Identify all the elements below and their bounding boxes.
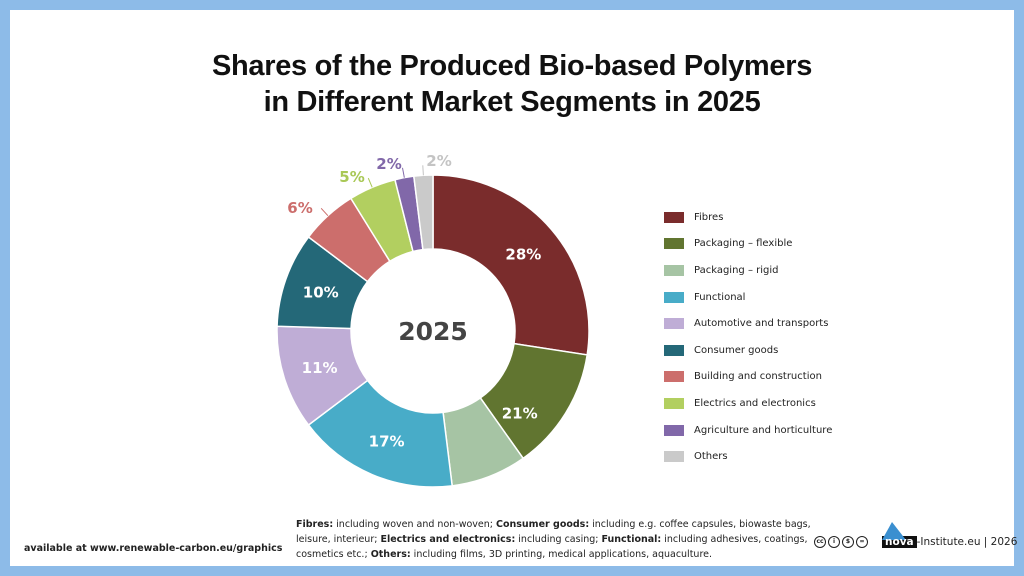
legend-swatch <box>664 451 684 463</box>
legend: Fibres Packaging – flexible Packaging – ri… <box>664 204 832 470</box>
legend-swatch <box>664 424 684 436</box>
legend-swatch <box>664 291 684 303</box>
legend-item: Automotive and transports <box>664 310 832 337</box>
legend-item: Agriculture and horticulture <box>664 417 832 444</box>
legend-item: Consumer goods <box>664 337 832 364</box>
legend-item: Fibres <box>664 204 832 231</box>
legend-item: Functional <box>664 284 832 311</box>
slice-label-9: 2% <box>426 152 451 170</box>
legend-label: Fibres <box>694 211 724 223</box>
note-text: including casing; <box>515 534 602 545</box>
nova-logo-text: nova <box>885 536 914 548</box>
availability-link[interactable]: available at www.renewable-carbon.eu/gra… <box>24 543 283 554</box>
cc-by-icon: i <box>828 536 840 548</box>
slice-label-4: 11% <box>302 359 338 377</box>
leader-line-6 <box>320 207 329 217</box>
slice-label-8: 2% <box>376 155 401 173</box>
legend-item: Packaging – rigid <box>664 257 832 284</box>
legend-swatch <box>664 397 684 409</box>
legend-swatch <box>664 211 684 223</box>
legend-swatch <box>664 344 684 356</box>
legend-label: Building and construction <box>694 371 822 383</box>
donut-slice-0 <box>432 174 590 356</box>
slice-label-3: 17% <box>369 433 405 451</box>
leader-line-8 <box>402 167 405 178</box>
legend-swatch <box>664 371 684 383</box>
slice-label-1: 21% <box>502 405 538 423</box>
footnote: Fibres: including woven and non-woven; C… <box>296 517 816 562</box>
legend-item: Electrics and electronics <box>664 390 832 417</box>
slice-label-5: 10% <box>303 283 339 301</box>
legend-swatch <box>664 318 684 330</box>
legend-label: Others <box>694 451 728 463</box>
brand-suffix: -Institute.eu | 2026 <box>916 536 1018 548</box>
creative-commons-icons: cc i $ = <box>814 536 868 548</box>
donut-slice-9 <box>412 174 434 251</box>
legend-item: Others <box>664 443 832 470</box>
legend-label: Agriculture and horticulture <box>694 424 833 436</box>
legend-label: Consumer goods <box>694 344 779 356</box>
note-term: Others: <box>370 549 411 560</box>
nova-logo: nova <box>882 522 917 548</box>
legend-label: Packaging – flexible <box>694 238 793 250</box>
title-line-2: in Different Market Segments in 2025 <box>263 86 761 118</box>
note-text: including adhesives, coatings, cosmetics… <box>296 534 808 560</box>
nova-wing-icon <box>882 522 906 540</box>
legend-label: Packaging – rigid <box>694 264 779 276</box>
cc-cc-icon: cc <box>814 536 826 548</box>
legend-label: Automotive and transports <box>694 318 829 330</box>
leader-line-7 <box>367 177 373 188</box>
slice-label-7: 5% <box>339 168 364 186</box>
slice-label-0: 28% <box>505 246 541 264</box>
note-text: including woven and non-woven; <box>333 519 496 530</box>
legend-item: Building and construction <box>664 364 832 391</box>
legend-item: Packaging – flexible <box>664 231 832 258</box>
chart-title: Shares of the Produced Bio-based Polymer… <box>0 48 1024 120</box>
slice-label-6: 6% <box>287 199 312 217</box>
legend-label: Functional <box>694 291 746 303</box>
title-line-1: Shares of the Produced Bio-based Polymer… <box>211 50 813 82</box>
footer-credit: cc i $ = nova -Institute.eu | 2026 <box>814 522 1018 548</box>
legend-swatch <box>664 264 684 276</box>
legend-swatch <box>664 238 684 250</box>
cc-nc-icon: $ <box>842 536 854 548</box>
note-term: Fibres: <box>296 519 334 530</box>
center-year-label: 2025 <box>398 317 468 346</box>
note-text: including films, 3D printing, medical ap… <box>410 549 713 560</box>
note-term: Electrics and electronics: <box>380 534 516 545</box>
cc-nd-icon: = <box>856 536 868 548</box>
note-term: Consumer goods: <box>496 519 590 530</box>
note-text: including e.g. coffee capsules, biowaste… <box>296 519 811 545</box>
note-term: Functional: <box>601 534 662 545</box>
legend-label: Electrics and electronics <box>694 397 816 409</box>
leader-line-9 <box>422 165 424 176</box>
